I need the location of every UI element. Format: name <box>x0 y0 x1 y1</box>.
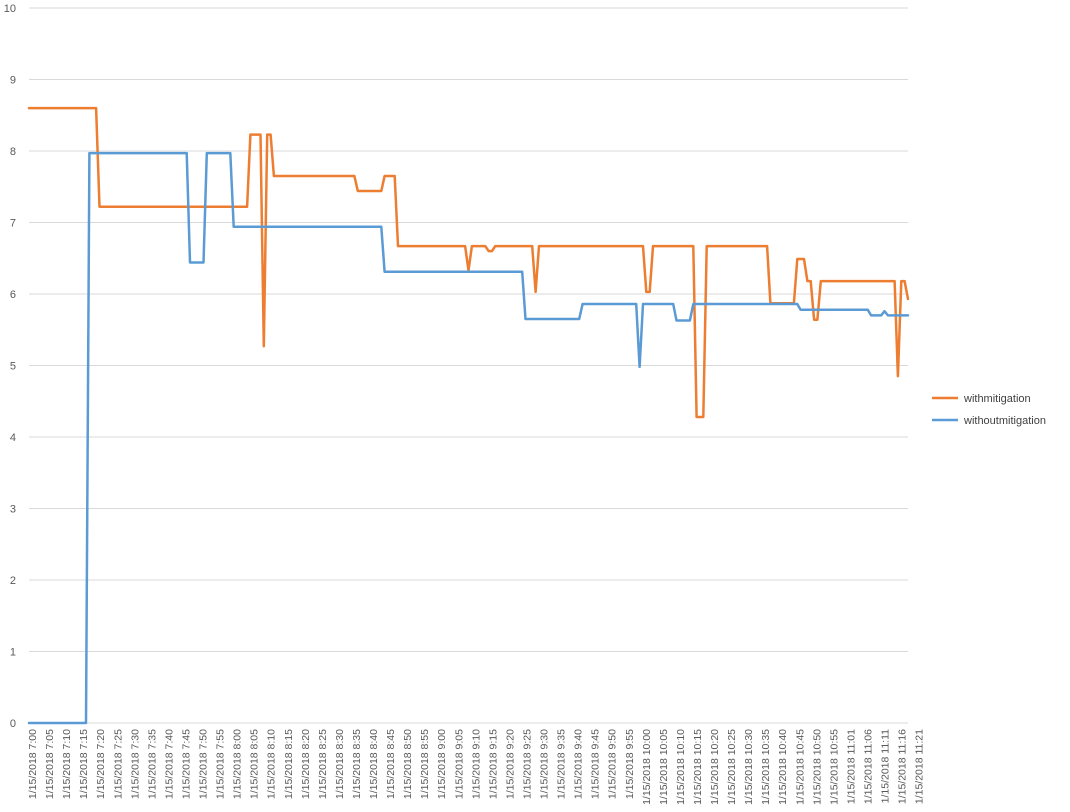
x-tick-label: 1/15/2018 9:40 <box>573 729 585 799</box>
x-tick-label: 1/15/2018 11:16 <box>897 729 909 804</box>
x-tick-label: 1/15/2018 10:10 <box>675 729 687 805</box>
x-tick-label: 1/15/2018 8:35 <box>351 729 363 799</box>
x-tick-label: 1/15/2018 7:15 <box>78 729 90 799</box>
x-tick-label: 1/15/2018 10:00 <box>641 729 653 805</box>
legend-label-withmitigation: withmitigation <box>963 393 1031 405</box>
x-tick-label: 1/15/2018 9:25 <box>521 729 533 799</box>
x-tick-label: 1/15/2018 7:45 <box>180 729 192 799</box>
y-tick-label: 7 <box>10 218 16 230</box>
x-tick-label: 1/15/2018 7:35 <box>146 729 158 799</box>
x-tick-label: 1/15/2018 9:00 <box>436 729 448 799</box>
x-tick-label: 1/15/2018 10:30 <box>743 729 755 805</box>
x-axis-tick-labels: 1/15/2018 7:00 1/15/2018 7:05 1/15/2018 7:… <box>27 729 926 805</box>
x-tick-label: 1/15/2018 11:11 <box>880 729 892 804</box>
x-tick-label: 1/15/2018 11:06 <box>862 729 874 804</box>
y-tick-label: 1 <box>10 647 16 659</box>
x-tick-label: 1/15/2018 8:45 <box>385 729 397 799</box>
y-tick-label: 6 <box>10 289 16 301</box>
y-tick-label: 4 <box>10 432 16 444</box>
x-tick-label: 1/15/2018 10:50 <box>811 729 823 805</box>
y-tick-label: 10 <box>4 3 16 15</box>
x-tick-label: 1/15/2018 10:35 <box>760 729 772 805</box>
y-tick-label: 9 <box>10 75 16 87</box>
y-tick-label: 0 <box>10 718 16 730</box>
x-tick-label: 1/15/2018 10:55 <box>828 729 840 805</box>
x-tick-label: 1/15/2018 8:50 <box>402 729 414 799</box>
x-tick-label: 1/15/2018 7:10 <box>61 729 73 799</box>
y-tick-label: 8 <box>10 146 16 158</box>
y-axis-tick-labels: 0 1 2 3 4 5 6 7 8 9 10 <box>4 3 16 730</box>
x-tick-label: 1/15/2018 9:30 <box>539 729 551 799</box>
x-tick-label: 1/15/2018 9:35 <box>556 729 568 799</box>
x-tick-label: 1/15/2018 9:10 <box>470 729 482 799</box>
x-tick-label: 1/15/2018 8:20 <box>300 729 312 799</box>
x-tick-label: 1/15/2018 7:40 <box>163 729 175 799</box>
x-tick-label: 1/15/2018 10:05 <box>658 729 670 805</box>
legend-label-withoutmitigation: withoutmitigation <box>963 415 1046 427</box>
x-tick-label: 1/15/2018 9:15 <box>487 729 499 799</box>
x-tick-label: 1/15/2018 7:25 <box>112 729 124 799</box>
x-tick-label: 1/15/2018 7:05 <box>44 729 56 799</box>
series-line-withoutmitigation <box>27 151 910 725</box>
y-tick-label: 5 <box>10 361 16 373</box>
legend: withmitigation withoutmitigation <box>932 393 1046 427</box>
x-tick-label: 1/15/2018 7:20 <box>95 729 107 799</box>
x-tick-label: 1/15/2018 7:50 <box>198 729 210 799</box>
x-tick-label: 1/15/2018 9:50 <box>607 729 619 799</box>
x-tick-label: 1/15/2018 8:00 <box>232 729 244 799</box>
y-tick-label: 2 <box>10 575 16 587</box>
x-tick-label: 1/15/2018 8:10 <box>266 729 278 799</box>
x-tick-label: 1/15/2018 10:20 <box>709 729 721 805</box>
x-tick-label: 1/15/2018 7:30 <box>129 729 141 799</box>
x-tick-label: 1/15/2018 7:00 <box>27 729 39 799</box>
grid-lines <box>29 7 908 724</box>
x-tick-label: 1/15/2018 9:05 <box>453 729 465 799</box>
series-line-withmitigation <box>27 106 910 419</box>
x-tick-label: 1/15/2018 8:05 <box>249 729 261 799</box>
x-tick-label: 1/15/2018 8:30 <box>334 729 346 799</box>
x-tick-label: 1/15/2018 10:40 <box>777 729 789 805</box>
x-tick-label: 1/15/2018 11:21 <box>914 729 926 804</box>
series-lines <box>27 106 910 725</box>
x-tick-label: 1/15/2018 7:55 <box>215 729 227 799</box>
x-tick-label: 1/15/2018 8:15 <box>283 729 295 799</box>
x-tick-label: 1/15/2018 9:55 <box>624 729 636 799</box>
x-tick-label: 1/15/2018 9:45 <box>590 729 602 799</box>
x-tick-label: 1/15/2018 10:15 <box>692 729 704 805</box>
x-tick-label: 1/15/2018 8:55 <box>419 729 431 799</box>
x-tick-label: 1/15/2018 10:25 <box>726 729 738 805</box>
x-tick-label: 1/15/2018 11:01 <box>845 729 857 804</box>
y-tick-label: 3 <box>10 504 16 516</box>
x-tick-label: 1/15/2018 9:20 <box>504 729 516 799</box>
x-tick-label: 1/15/2018 8:40 <box>368 729 380 799</box>
x-tick-label: 1/15/2018 10:45 <box>794 729 806 805</box>
x-tick-label: 1/15/2018 8:25 <box>317 729 329 799</box>
